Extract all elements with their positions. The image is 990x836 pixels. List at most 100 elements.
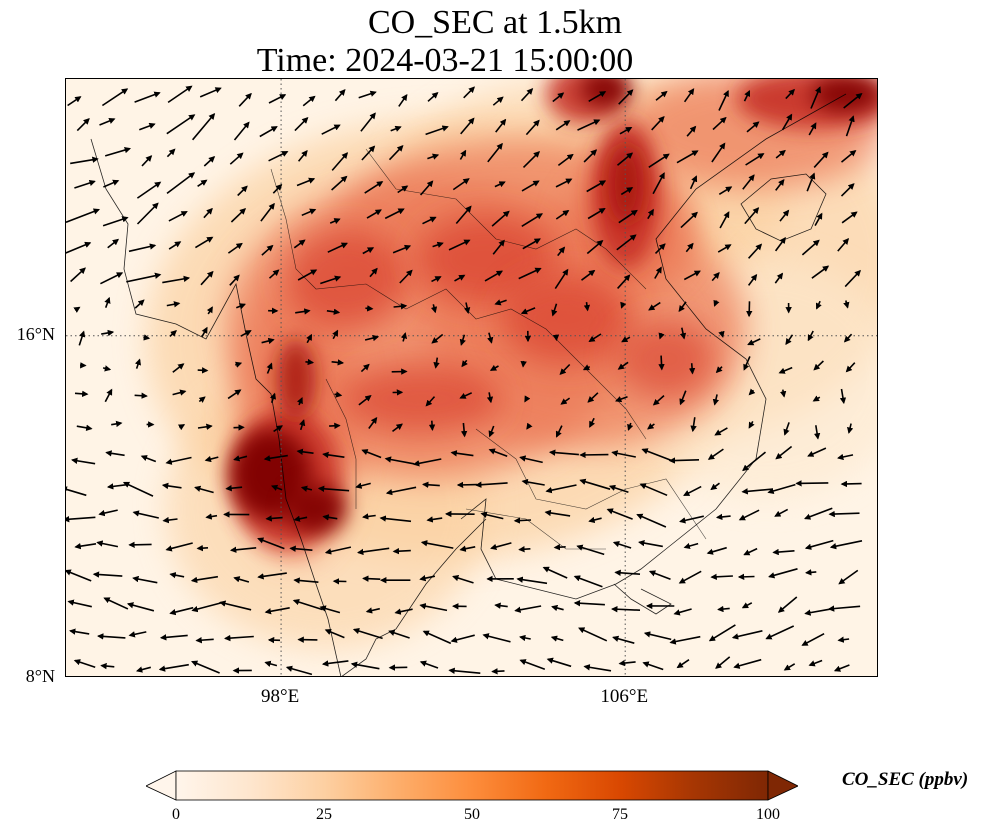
wind-arrow <box>772 548 795 556</box>
wind-arrow <box>679 390 687 406</box>
wind-arrow <box>204 455 219 463</box>
wind-arrow <box>546 657 572 668</box>
wind-arrow <box>132 510 159 519</box>
wind-arrow <box>606 508 633 520</box>
wind-arrow <box>197 367 209 374</box>
wind-arrow <box>66 516 96 523</box>
wind-arrow <box>813 151 829 168</box>
colorbar-body <box>175 770 769 801</box>
wind-arrow <box>717 605 730 613</box>
wind-arrow <box>618 89 634 105</box>
wind-arrow <box>519 634 531 642</box>
wind-arrow <box>360 363 370 373</box>
wind-arrow <box>358 90 377 99</box>
wind-arrow <box>746 121 760 133</box>
wind-arrow <box>412 458 442 467</box>
mekong-delta <box>613 583 672 615</box>
wind-arrow <box>448 667 481 674</box>
wind-arrow <box>676 150 699 164</box>
wind-arrow <box>840 183 855 197</box>
wind-arrow <box>238 92 252 107</box>
wind-arrow <box>718 186 733 195</box>
wind-arrow <box>73 659 96 669</box>
wind-arrow <box>67 96 82 107</box>
wind-arrow <box>295 308 311 315</box>
wind-arrow <box>361 449 382 459</box>
wind-arrow <box>587 392 599 403</box>
wind-arrow <box>365 305 374 312</box>
wind-arrow <box>191 660 220 674</box>
wind-arrow <box>775 149 786 159</box>
wind-arrow <box>369 267 378 278</box>
wind-arrow <box>400 332 408 342</box>
wind-arrow <box>398 94 408 107</box>
wind-arrow <box>297 269 318 281</box>
wind-arrow <box>270 484 283 491</box>
wind-arrow <box>683 485 702 497</box>
wind-arrow <box>673 608 692 616</box>
wind-arrow <box>141 155 153 167</box>
wind-arrow <box>520 307 536 315</box>
map-panel[interactable] <box>65 78 878 677</box>
wind-arrow <box>588 91 607 102</box>
wind-arrow <box>388 144 404 161</box>
wind-arrow <box>514 605 542 613</box>
wind-arrow <box>158 663 189 672</box>
map-subtitle-time: Time: 2024-03-21 15:00:00 <box>256 42 634 79</box>
wind-arrow <box>166 114 196 135</box>
wind-arrow <box>99 117 116 126</box>
wind-arrow <box>74 542 97 550</box>
wind-arrow <box>579 478 611 490</box>
wind-arrow <box>306 333 313 344</box>
colorbar-tick-label: 75 <box>612 806 628 823</box>
wind-arrow <box>810 86 821 109</box>
wind-arrow <box>165 456 192 465</box>
wind-arrow <box>525 119 540 136</box>
wind-arrow <box>196 544 209 552</box>
wind-arrow <box>201 326 208 338</box>
wind-arrow <box>297 150 308 162</box>
wind-arrow <box>655 90 668 101</box>
wind-arrow <box>829 540 863 550</box>
wind-arrow <box>526 422 533 430</box>
wind-arrow <box>577 119 601 131</box>
wind-arrow <box>743 547 758 556</box>
wind-arrow <box>612 541 632 549</box>
wind-arrow <box>321 124 341 135</box>
wind-arrow <box>554 268 569 290</box>
wind-arrow <box>583 149 598 163</box>
wind-arrow <box>715 366 723 374</box>
wind-arrow <box>542 566 568 579</box>
wind-arrow <box>833 664 850 672</box>
wind-arrow <box>321 660 349 667</box>
wind-arrow <box>419 660 439 669</box>
wind-arrow <box>419 575 436 582</box>
coastline-peninsula <box>341 518 487 676</box>
wind-arrow <box>494 299 507 306</box>
wind-arrow <box>552 334 560 342</box>
wind-arrow <box>195 636 214 644</box>
wind-arrow <box>224 634 254 642</box>
wind-arrow <box>648 570 671 581</box>
wind-arrow <box>264 607 290 615</box>
wind-arrow <box>555 425 563 438</box>
wind-arrow <box>388 629 410 639</box>
wind-arrow <box>450 450 474 457</box>
wind-arrow <box>74 390 89 398</box>
wind-arrow <box>259 126 278 138</box>
wind-arrow <box>257 537 285 550</box>
wind-arrow <box>136 202 159 225</box>
co-concentration-blob <box>341 364 501 434</box>
wind-arrow <box>205 513 218 520</box>
wind-arrow <box>804 507 833 520</box>
wind-arrow <box>104 296 111 308</box>
wind-arrow <box>518 267 542 280</box>
wind-arrow <box>66 486 87 497</box>
wind-arrow <box>748 243 763 259</box>
wind-arrow <box>268 94 287 104</box>
wind-arrow <box>100 662 115 670</box>
wind-arrow <box>331 359 345 366</box>
wind-arrow <box>206 306 213 315</box>
wind-arrow <box>162 516 178 524</box>
wind-arrow <box>676 659 690 669</box>
